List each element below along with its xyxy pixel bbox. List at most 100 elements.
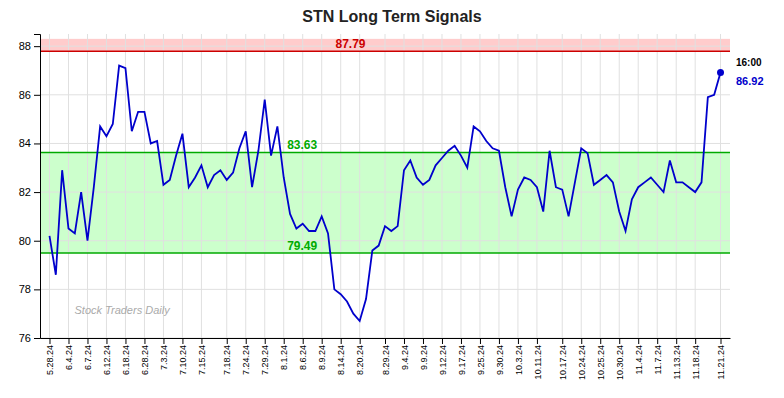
grid-line	[359, 34, 360, 338]
grid-line	[562, 34, 563, 338]
x-tick: 7.10.24	[178, 338, 188, 375]
x-tick-label: 10.17.24	[558, 345, 568, 380]
price-line	[49, 66, 720, 321]
x-tick: 6.12.24	[102, 338, 112, 375]
x-tick-mark	[480, 338, 481, 344]
x-tick-mark	[721, 338, 722, 344]
x-tick-mark	[144, 338, 145, 344]
x-tick: 6.18.24	[121, 338, 131, 375]
x-tick-label: 10.30.24	[615, 345, 625, 380]
x-tick-label: 7.29.24	[260, 345, 270, 375]
x-tick-label: 9.4.24	[400, 345, 410, 370]
grid-line	[619, 34, 620, 338]
x-tick-mark	[227, 338, 228, 344]
x-tick-label: 6.18.24	[121, 345, 131, 375]
x-tick: 9.17.24	[457, 338, 467, 375]
y-tick: 82	[19, 186, 40, 198]
x-tick: 7.3.24	[159, 338, 169, 370]
x-tick-mark	[125, 338, 126, 344]
x-tick-mark	[106, 338, 107, 344]
x-tick-label: 11.7.24	[653, 345, 663, 374]
x-tick-mark	[163, 338, 164, 344]
y-tick-label: 84	[19, 137, 31, 149]
last-price: 86.92	[736, 75, 764, 87]
x-tick-mark	[537, 338, 538, 344]
x-tick-mark	[341, 338, 342, 344]
x-tick: 9.30.24	[495, 338, 505, 375]
x-tick: 6.7.24	[83, 338, 93, 370]
x-tick-label: 9.9.24	[419, 345, 429, 370]
grid-line	[695, 34, 696, 338]
grid-line	[441, 34, 442, 338]
grid-line	[422, 34, 423, 338]
x-tick-label: 6.7.24	[83, 345, 93, 370]
title: STN Long Term Signals	[302, 8, 481, 25]
grid-line	[264, 34, 265, 338]
x-tick-mark	[385, 338, 386, 344]
grid-line	[226, 34, 227, 338]
y-tick: 88	[19, 40, 40, 52]
grid-line	[498, 34, 499, 338]
x-tick-mark	[581, 338, 582, 344]
x-tick-label: 9.12.24	[438, 345, 448, 375]
x-tick-label: 8.1.24	[279, 345, 289, 370]
y-tick-label: 86	[19, 89, 31, 101]
y-tick-mark	[34, 338, 40, 339]
y-tick: 86	[19, 89, 40, 101]
plot-area: 5.28.246.4.246.7.246.12.246.18.246.28.24…	[19, 34, 764, 380]
grid-line	[302, 34, 303, 338]
annotations: 87.7983.6379.4916:0086.92Stock Traders D…	[75, 37, 764, 315]
grid-line	[479, 34, 480, 338]
x-tick-mark	[676, 338, 677, 344]
grid-line	[106, 34, 107, 338]
x-tick: 11.7.24	[653, 338, 663, 374]
x-tick-label: 7.18.24	[222, 345, 232, 375]
x-tick-mark	[87, 338, 88, 344]
x-tick-mark	[182, 338, 183, 344]
y-tick-mark	[34, 46, 40, 47]
x-tick-label: 6.12.24	[102, 345, 112, 375]
x-tick: 11.21.24	[716, 338, 726, 379]
x-tick-label: 9.30.24	[495, 345, 505, 375]
x-tick-label: 7.3.24	[159, 345, 169, 370]
x-tick-label: 8.14.24	[336, 345, 346, 375]
x-tick: 8.6.24	[298, 338, 308, 370]
reference-label: 87.79	[335, 37, 365, 51]
reference-label: 83.63	[287, 138, 317, 152]
x-tick-mark	[404, 338, 405, 344]
watermark: Stock Traders Daily	[75, 304, 172, 316]
x-tick-mark	[619, 338, 620, 344]
x-tick-mark	[265, 338, 266, 344]
grid-line	[676, 34, 677, 338]
x-tick: 11.4.24	[634, 338, 644, 374]
x-tick-label: 10.11.24	[533, 345, 543, 379]
x-tick: 8.14.24	[336, 338, 346, 375]
y-tick-label: 78	[19, 283, 31, 295]
x-tick-mark	[246, 338, 247, 344]
reference-line	[40, 51, 730, 53]
last-point	[717, 69, 724, 76]
x-tick-label: 10.3.24	[514, 345, 524, 375]
y-tick-mark	[34, 95, 40, 96]
y-tick-label: 82	[19, 186, 31, 198]
y-tick-mark	[34, 241, 40, 242]
y-tick-mark	[34, 143, 40, 144]
x-tick: 8.9.24	[317, 338, 327, 370]
x-tick: 11.13.24	[672, 338, 682, 379]
x-tick: 10.17.24	[558, 338, 568, 380]
x-tick-mark	[461, 338, 462, 344]
grid-line	[245, 34, 246, 338]
x-tick: 10.3.24	[514, 338, 524, 375]
x-tick-mark	[442, 338, 443, 344]
x-tick-label: 10.24.24	[577, 345, 587, 380]
x-tick-label: 5.28.24	[45, 345, 55, 375]
x-tick-label: 8.20.24	[355, 345, 365, 375]
x-tick: 6.4.24	[64, 338, 74, 370]
reference-label: 79.49	[287, 239, 317, 253]
grid-line	[182, 34, 183, 338]
grid-line	[68, 34, 69, 338]
grid-line	[517, 34, 518, 338]
x-tick-label: 11.4.24	[634, 345, 644, 374]
x-tick-label: 11.21.24	[716, 345, 726, 379]
grid-line	[201, 34, 202, 338]
